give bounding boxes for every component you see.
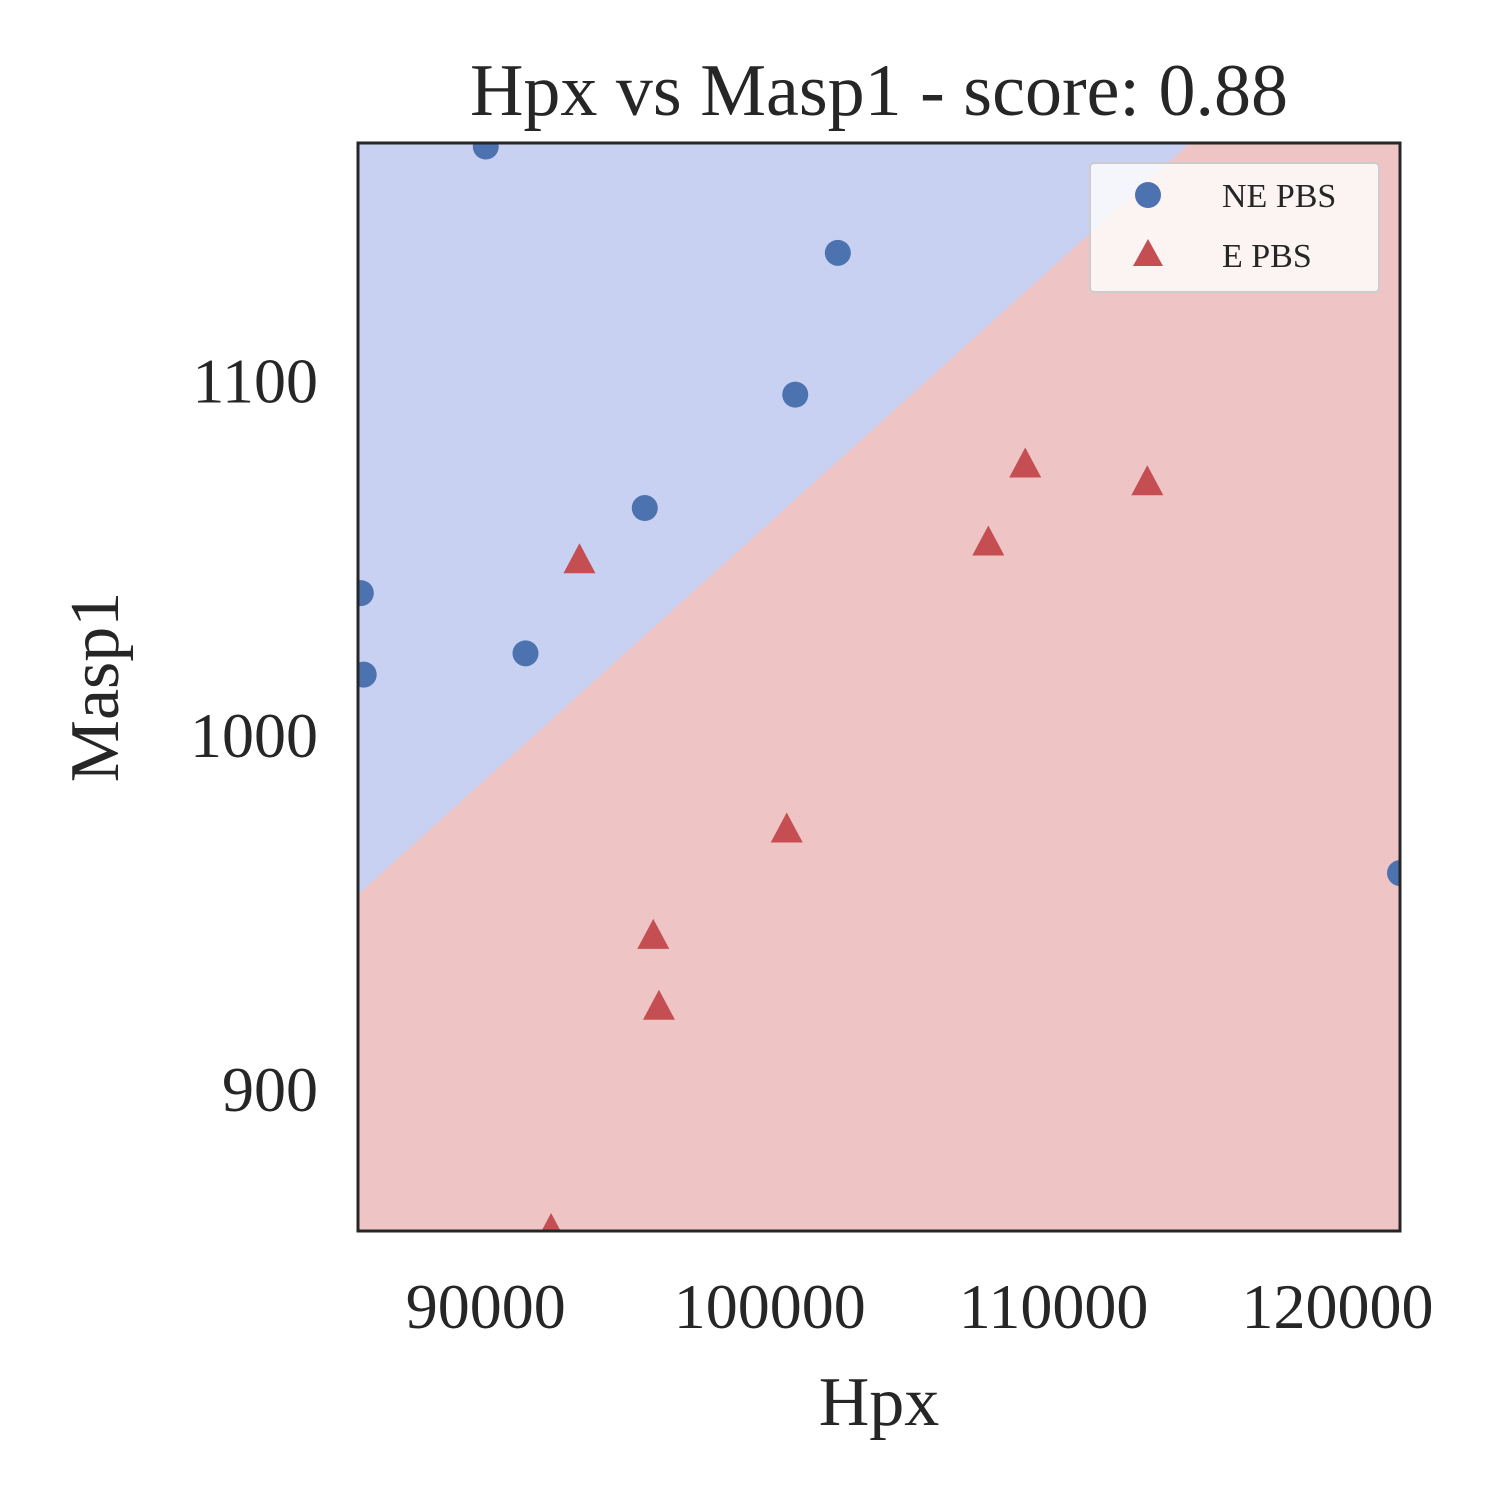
point-circle-0-0: [472, 143, 499, 160]
decision-regions: [358, 143, 1400, 1231]
point-triangle-1-5: [1009, 447, 1042, 478]
legend-label-ne-pbs: NE PBS: [1222, 178, 1336, 215]
chart-title: Hpx vs Masp1 - score: 0.88: [470, 50, 1288, 132]
y-tick-label: 1100: [192, 345, 318, 416]
y-tick-labels: 900 1000 1100: [190, 345, 318, 1125]
point-circle-0-6: [824, 239, 851, 266]
point-circle-0-3: [512, 640, 539, 667]
region-ne-pbs: [358, 143, 1190, 895]
data-points: [358, 143, 1400, 1231]
x-tick-label: 110000: [959, 1271, 1149, 1342]
point-circle-0-7: [1387, 860, 1400, 887]
point-circle-0-1: [358, 580, 374, 607]
x-tick-labels: 90000 100000 110000 120000: [406, 1271, 1434, 1342]
point-circle-0-5: [782, 381, 809, 408]
point-triangle-1-6: [1131, 465, 1164, 496]
y-axis-label: Masp1: [57, 592, 134, 783]
legend-marker-e-pbs: [1133, 239, 1163, 266]
legend: NE PBS E PBS: [1089, 162, 1380, 293]
x-tick-label: 120000: [1242, 1271, 1434, 1342]
point-circle-0-2: [358, 661, 377, 688]
plot-frame: [356, 141, 1402, 1233]
y-tick-label: 900: [222, 1054, 318, 1125]
point-triangle-1-3: [770, 812, 803, 843]
legend-label-e-pbs: E PBS: [1222, 238, 1312, 275]
point-triangle-1-7: [541, 1213, 561, 1231]
point-triangle-1-1: [637, 918, 670, 949]
y-tick-label: 1000: [190, 700, 318, 771]
legend-box: [1089, 162, 1380, 293]
point-triangle-1-2: [642, 989, 675, 1020]
x-tick-label: 90000: [406, 1271, 566, 1342]
legend-marker-ne-pbs: [1135, 182, 1161, 208]
point-circle-0-4: [631, 495, 658, 522]
x-tick-label: 100000: [674, 1271, 866, 1342]
point-triangle-1-4: [972, 525, 1005, 556]
x-axis-label: Hpx: [819, 1364, 940, 1441]
point-triangle-1-0: [563, 543, 596, 574]
